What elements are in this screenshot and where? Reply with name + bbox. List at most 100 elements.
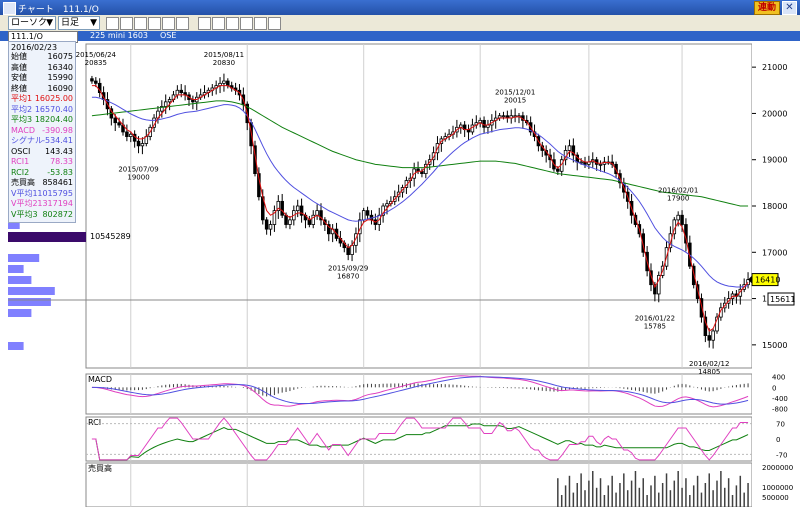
settings-icon[interactable] (268, 17, 281, 30)
current-price-arrow (748, 275, 752, 284)
chart-type-value: ローソク (11, 18, 48, 28)
current-price-label: 16410 (755, 276, 780, 285)
y-tick-label: 19000 (762, 156, 787, 165)
candle-body (136, 140, 141, 147)
candle-body (288, 219, 292, 225)
volume-profile-bar (8, 309, 32, 317)
candle-body (653, 284, 657, 295)
data-window: 2016/02/23 始値 16075 高値 16340 安値 15990 終値 16090 平… (8, 41, 76, 223)
panel-row-label: 平均3 (11, 115, 33, 124)
candle-body (319, 210, 323, 221)
panel-row-label: シグナル (11, 136, 43, 145)
panel-row: V平均2 1317194 (11, 199, 74, 209)
candle-body (346, 247, 350, 256)
panel-row-value: 1015795 (37, 188, 73, 198)
panel-row: 平均1 16025.00 (11, 94, 74, 104)
rci2-line (91, 423, 749, 461)
candle-body (129, 133, 133, 137)
volume-tick-label: 2000000 (762, 464, 793, 472)
indicator-icon[interactable] (198, 17, 211, 30)
panel-row-value: 78.33 (50, 157, 73, 166)
candle-body (365, 210, 370, 216)
panel-row-label: 平均1 (11, 94, 33, 103)
candle-body (276, 200, 281, 212)
period-dropdown[interactable]: 日足 ▼ (58, 16, 100, 30)
bar-icon[interactable] (134, 17, 147, 30)
reference-price-tag (767, 292, 795, 306)
panel-row-value: -534.41 (42, 136, 73, 145)
params-icon[interactable] (212, 17, 225, 30)
annotation-price: 16870 (337, 272, 359, 280)
annotation-date: 2016/02/12 (689, 360, 729, 368)
candle-icon[interactable] (120, 17, 133, 30)
candle-body (695, 284, 700, 299)
candle-body (280, 200, 284, 216)
candle-body (315, 210, 319, 216)
annotation-price: 14805 (698, 368, 720, 376)
volume-tick-label: 500000 (762, 494, 789, 502)
panel-row-label: 始値 (11, 52, 27, 61)
candle-body (691, 265, 696, 286)
candle-body (699, 298, 704, 318)
candle-body (299, 205, 304, 216)
zoom-out-icon[interactable] (254, 17, 267, 30)
close-icon[interactable]: ✕ (782, 1, 797, 15)
panel-row-value: -390.98 (42, 125, 73, 135)
volume-profile-peak (8, 232, 86, 242)
volume-profile-bar (8, 276, 32, 284)
volume-profile-label: 10545289 (90, 232, 131, 241)
panel-row: 高値 16340 (11, 63, 74, 73)
macd-tick-label: -800 (772, 406, 788, 414)
y-tick-label: 17000 (762, 248, 787, 257)
candle-body (327, 224, 331, 235)
zoom-in-icon[interactable] (240, 17, 253, 30)
ticket-icon[interactable] (226, 17, 239, 30)
volume-profile-bar (8, 254, 40, 262)
line-icon[interactable] (106, 17, 119, 30)
panel-row-label: OSCI (11, 146, 31, 156)
candle-body (160, 106, 164, 112)
panel-row-value: 16025.00 (34, 94, 73, 103)
candle-body (668, 233, 673, 249)
candle-body (579, 161, 583, 164)
annotation-price: 17900 (667, 195, 689, 203)
annotation-date: 2015/12/01 (495, 89, 535, 97)
ma3-line (91, 100, 749, 207)
rci-tick-label: -70 (776, 451, 787, 459)
panel-row-label: V平均3 (11, 209, 38, 219)
macd-tick-label: 400 (772, 374, 785, 382)
volume-profile-bar (8, 221, 20, 229)
annotation-date: 2015/07/09 (118, 166, 158, 174)
y-tick-label: 18000 (762, 202, 787, 211)
panel-row: 終値 16090 (11, 84, 74, 94)
panel-row-label: 平均2 (11, 104, 33, 114)
rci-tick-label: 0 (776, 436, 780, 444)
exchange-name: OSE (160, 31, 177, 40)
macd-plot-frame (85, 373, 753, 415)
panel-row: MACD -390.98 (11, 126, 74, 136)
kagi-icon[interactable] (148, 17, 161, 30)
draw-icon[interactable] (176, 17, 189, 30)
candle-body (226, 80, 230, 87)
candle-body (264, 219, 269, 230)
ma2-line (91, 96, 749, 288)
link-button[interactable]: 連動 (753, 1, 780, 15)
rci-panel-label: RCI (88, 418, 101, 427)
candle-body (284, 214, 288, 225)
macd-tick-label: -400 (772, 395, 788, 403)
pf-icon[interactable] (162, 17, 175, 30)
candle-body (117, 122, 121, 126)
panel-row-label: 売買高 (11, 178, 35, 187)
candle-body (598, 163, 603, 166)
candle-body (94, 80, 98, 84)
ma1-line (91, 85, 749, 332)
annotation-price: 19000 (127, 174, 149, 182)
candle-body (657, 275, 661, 295)
chart-type-dropdown[interactable]: ローソク ▼ (8, 16, 56, 30)
candle-body (167, 99, 172, 103)
candle-body (253, 145, 257, 174)
macd-line (91, 375, 749, 408)
annotation-date: 2015/09/29 (328, 264, 368, 272)
candle-body (350, 244, 354, 255)
window-title: チャート 111.1/O (18, 5, 99, 15)
